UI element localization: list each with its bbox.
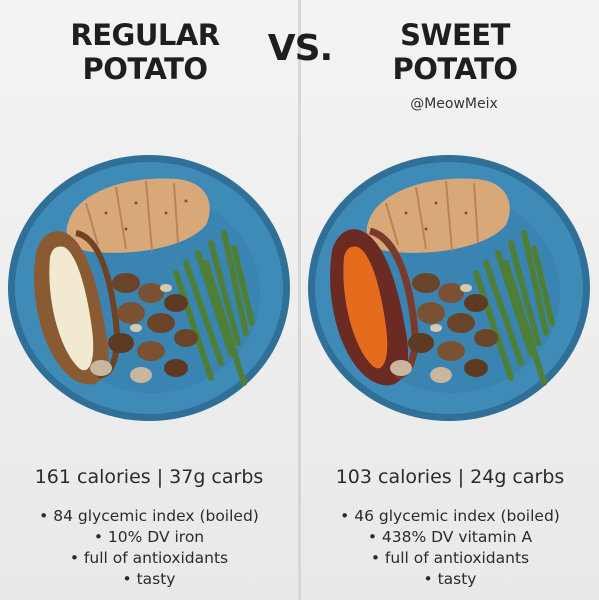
versus-label: VS. — [267, 28, 333, 69]
fact-item: • 438% DV vitamin A — [367, 528, 533, 546]
fact-item: • tasty — [423, 570, 477, 588]
regular-potato-title: REGULAR POTATO — [50, 18, 240, 86]
regular-potato-plate-photo — [8, 155, 290, 421]
fact-item: • 10% DV iron — [93, 528, 205, 546]
title-line-2: POTATO — [82, 52, 208, 86]
fact-item: • full of antioxidants — [370, 549, 530, 567]
sweet-potato — [330, 227, 419, 386]
sweet-potato-stats: 103 calories | 24g carbs — [335, 466, 565, 488]
title-line-1: REGULAR — [70, 18, 220, 52]
green-beans — [173, 230, 255, 386]
title-line-2: POTATO — [392, 52, 518, 86]
sweet-potato-title: SWEET POTATO — [360, 18, 550, 86]
author-credit: @MeowMeix — [410, 96, 498, 112]
chicken-breast — [366, 178, 510, 253]
title-line-1: SWEET — [400, 18, 510, 52]
regular-potato-stats: 161 calories | 37g carbs — [34, 466, 264, 488]
chicken-breast — [66, 178, 210, 253]
mushrooms — [90, 273, 198, 383]
fact-item: • 84 glycemic index (boiled) — [39, 507, 259, 525]
sweet-potato-facts: • 46 glycemic index (boiled) • 438% DV v… — [301, 506, 599, 590]
sweet-potato-plate-photo — [308, 155, 590, 421]
center-divider — [298, 0, 301, 600]
fact-item: • full of antioxidants — [69, 549, 229, 567]
regular-potato-facts: • 84 glycemic index (boiled) • 10% DV ir… — [0, 506, 298, 590]
fact-item: • tasty — [122, 570, 176, 588]
green-beans — [473, 230, 555, 386]
mushrooms — [390, 273, 498, 383]
fact-item: • 46 glycemic index (boiled) — [340, 507, 560, 525]
